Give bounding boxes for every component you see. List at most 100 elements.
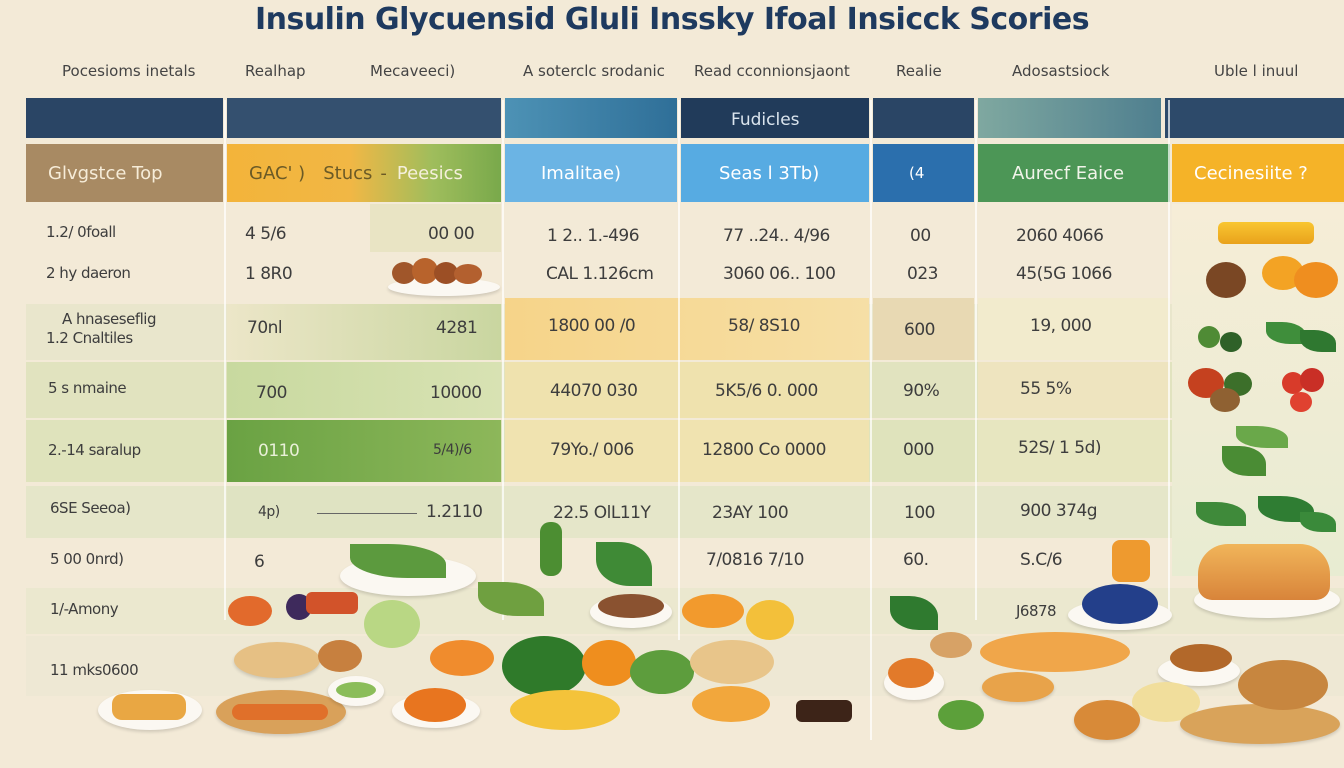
food-item-icon bbox=[430, 640, 494, 676]
row-2-col-4: 3060 06.. 100 bbox=[723, 264, 836, 284]
bg-block bbox=[227, 486, 501, 538]
column-header-3: Mecaveeci) bbox=[370, 62, 456, 80]
subheader-4: Seas l 3Tb) bbox=[681, 144, 869, 202]
row-6-col-2: 1.2110 bbox=[426, 502, 483, 522]
strawberry-icon bbox=[1300, 368, 1324, 392]
row-6-col-1: 4p) bbox=[258, 504, 280, 520]
butter-icon bbox=[1218, 222, 1314, 244]
carrot-icon bbox=[232, 704, 328, 720]
dash-line bbox=[317, 513, 417, 514]
nut-icon bbox=[412, 258, 438, 284]
strawberry-icon bbox=[1282, 372, 1304, 394]
food-item-icon bbox=[1112, 540, 1150, 582]
row-7-col-1: 6 bbox=[254, 552, 265, 572]
header-band-5 bbox=[873, 98, 974, 138]
divider bbox=[502, 100, 504, 620]
strawberry-icon bbox=[1290, 392, 1312, 412]
food-item-icon bbox=[1170, 644, 1232, 672]
food-item-icon bbox=[598, 594, 664, 618]
bg-block bbox=[227, 420, 501, 482]
row-7-label: 5 00 0nrd) bbox=[50, 550, 124, 568]
subheader-2: GAC' ) Stucs - Peesics bbox=[227, 144, 501, 202]
column-header-1: Pocesioms inetals bbox=[62, 62, 196, 80]
row-5-col-6: 52S/ 1 5d) bbox=[1018, 438, 1102, 458]
divider bbox=[1168, 100, 1170, 620]
food-item-icon bbox=[1238, 660, 1328, 710]
band-label: Fudicles bbox=[731, 110, 800, 130]
food-item-icon bbox=[930, 632, 972, 658]
food-item-icon bbox=[228, 596, 272, 626]
bg-block bbox=[505, 420, 869, 482]
leaf-icon bbox=[1266, 322, 1306, 344]
row-2-col-6: 45(5G 1066 bbox=[1016, 264, 1112, 284]
pancake-icon bbox=[982, 672, 1054, 702]
vegetable-icon bbox=[1198, 326, 1220, 348]
subheader-6: Aurecf Eaice bbox=[978, 144, 1170, 202]
chocolate-icon bbox=[796, 700, 852, 722]
row-3-col-6: 19, 000 bbox=[1030, 316, 1092, 336]
column-header-7: Adosastsiock bbox=[1012, 62, 1110, 80]
row-6-col-5: 100 bbox=[904, 503, 935, 523]
food-item-icon bbox=[692, 686, 770, 722]
food-item-icon bbox=[746, 600, 794, 640]
chestnut-icon bbox=[1206, 262, 1246, 298]
row-1-col-1: 4 5/6 bbox=[245, 224, 287, 244]
bg-block bbox=[505, 298, 869, 360]
fruit-icon bbox=[1210, 388, 1240, 412]
leaf-icon bbox=[1196, 502, 1246, 526]
row-3-label-2: 1.2 Cnaltiles bbox=[46, 329, 133, 347]
row-5-col-3: 79Yo./ 006 bbox=[550, 440, 634, 460]
vegetable-icon bbox=[336, 682, 376, 698]
food-item-icon bbox=[112, 694, 186, 720]
header-band-7 bbox=[1165, 98, 1344, 138]
row-1-col-4: 77 ..24.. 4/96 bbox=[723, 226, 830, 246]
row-3-col-3: 1800 00 /0 bbox=[548, 316, 636, 336]
food-item-icon bbox=[318, 640, 362, 672]
bg-block bbox=[978, 362, 1170, 418]
row-6-col-6: 900 374g bbox=[1020, 501, 1098, 521]
pastry-icon bbox=[1198, 544, 1330, 600]
leaf-icon bbox=[596, 542, 652, 586]
leaf-icon bbox=[1300, 512, 1336, 532]
column-header-8: Uble l inuul bbox=[1214, 62, 1299, 80]
row-1-col-2: 00 00 bbox=[428, 224, 475, 244]
row-2-col-1: 1 8R0 bbox=[245, 264, 293, 284]
row-6-col-4: 23AY 100 bbox=[712, 503, 789, 523]
row-6-label: 6SE Seeoa) bbox=[50, 499, 131, 517]
row-2-label: 2 hy daeron bbox=[46, 264, 131, 282]
nut-icon bbox=[392, 262, 416, 284]
bread-icon bbox=[234, 642, 320, 678]
row-4-col-5: 90% bbox=[903, 381, 940, 401]
leaf-icon bbox=[890, 596, 938, 630]
row-3-col-5: 600 bbox=[904, 320, 935, 340]
column-header-4: A soterclc srodanic bbox=[523, 62, 665, 80]
row-3-col-1: 70nl bbox=[247, 318, 283, 338]
carrot-icon bbox=[404, 688, 466, 722]
divider bbox=[224, 100, 226, 620]
subheader-2d-label: Peesics bbox=[396, 162, 463, 184]
subheader-5-label: (4 bbox=[909, 164, 925, 182]
row-5-col-4: 12800 Co 0000 bbox=[702, 440, 826, 460]
row-1-col-3: 1 2.. 1.-496 bbox=[547, 226, 640, 246]
subheader-2b-label: Stucs bbox=[323, 162, 373, 184]
row-7-col-6: S.C/6 bbox=[1020, 550, 1063, 570]
divider bbox=[870, 100, 872, 740]
cabbage-icon bbox=[364, 600, 420, 648]
row-4-col-3: 44070 030 bbox=[550, 381, 638, 401]
row-7-col-5: 60. bbox=[903, 550, 929, 570]
row-1-col-6: 2060 4066 bbox=[1016, 226, 1104, 246]
row-2-col-3: CAL 1.126cm bbox=[546, 264, 654, 284]
header-band-3 bbox=[505, 98, 677, 138]
row-2-col-5: 023 bbox=[907, 264, 938, 284]
row-3-col-4: 58/ 8S10 bbox=[728, 316, 801, 336]
nut-icon bbox=[434, 262, 458, 284]
subheader-4-label: Seas l 3Tb) bbox=[719, 162, 820, 184]
leaf-icon bbox=[1236, 426, 1288, 448]
column-header-2: Realhap bbox=[245, 62, 306, 80]
cheese-icon bbox=[510, 690, 620, 730]
row-1-label: 1.2/ 0foall bbox=[46, 223, 116, 241]
bread-icon bbox=[980, 632, 1130, 672]
row-1-col-5: 00 bbox=[910, 226, 931, 246]
bg-block bbox=[505, 362, 869, 418]
row-5-col-2: 5/4)/6 bbox=[433, 442, 472, 458]
